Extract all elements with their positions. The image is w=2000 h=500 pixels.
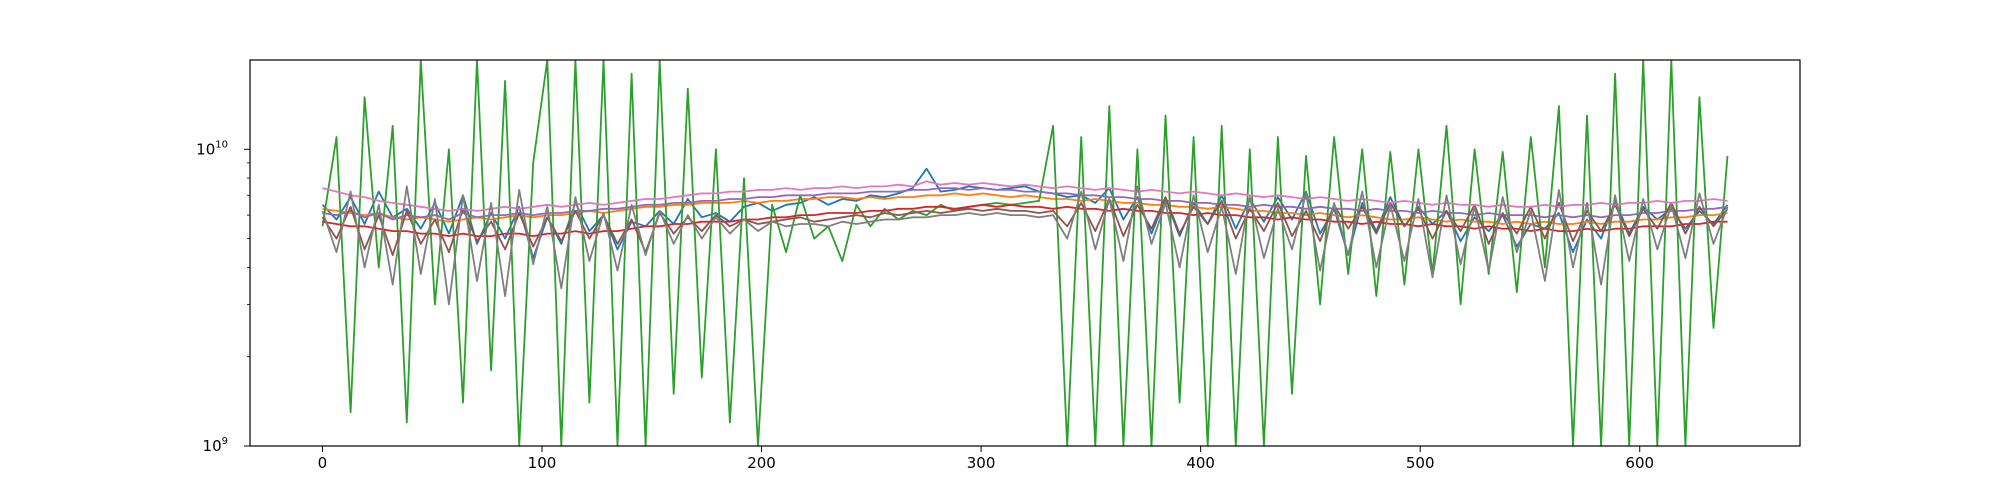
x-tick-label: 100 [528, 454, 557, 472]
plot-area [249, 59, 1801, 447]
series-line-7 [322, 180, 1728, 212]
x-tick-label: 200 [747, 454, 776, 472]
x-tick-label: 400 [1186, 454, 1215, 472]
series-line-5 [322, 187, 1728, 221]
x-axis: 0 100 200 300 400 500 600 [318, 446, 1654, 472]
y-tick-base: 10 [203, 437, 222, 455]
series-line-2 [322, 192, 1728, 225]
y-tick-label: 1010 [196, 139, 228, 158]
y-tick-base: 10 [196, 140, 215, 158]
y-tick-label: 109 [203, 436, 228, 455]
y-tick-exponent: 9 [222, 436, 228, 447]
series-line-6 [321, 196, 1729, 257]
series-layer [321, 60, 1729, 446]
y-tick-exponent: 10 [215, 139, 228, 150]
x-tick-label: 500 [1406, 454, 1435, 472]
x-tick-label: 600 [1625, 454, 1654, 472]
x-tick-label: 300 [967, 454, 996, 472]
series-line-8 [321, 185, 1729, 306]
axes-frame [249, 59, 1801, 447]
x-tick-label: 0 [318, 454, 328, 472]
